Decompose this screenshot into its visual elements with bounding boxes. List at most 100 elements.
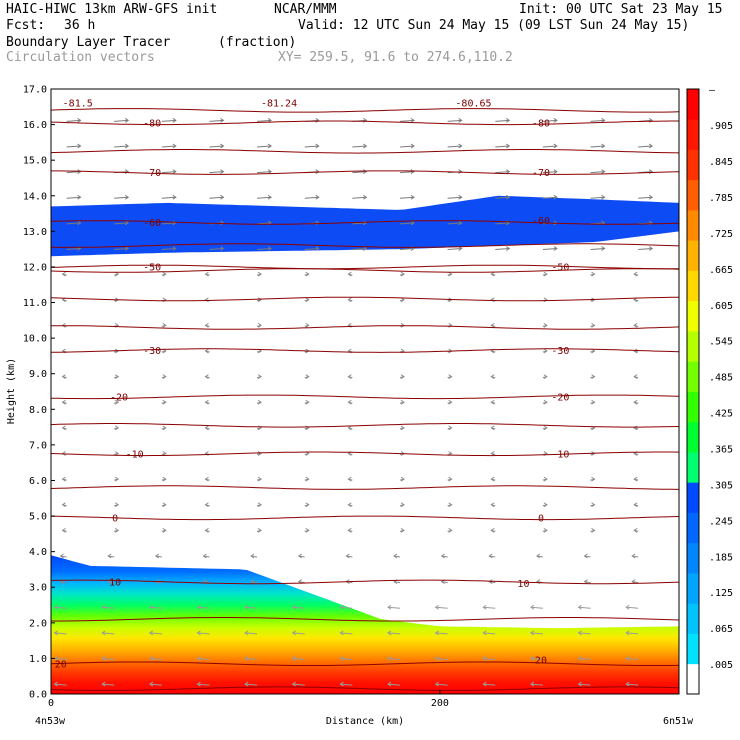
contour-label: -50 <box>551 262 569 273</box>
vector-arrow <box>54 632 67 635</box>
vector-arrow <box>66 248 81 251</box>
vector-arrow-head <box>577 630 582 636</box>
vector-arrow-head <box>633 527 638 533</box>
vector-arrow-head <box>148 630 154 636</box>
vector-arrow-head <box>204 476 209 482</box>
vector-arrow <box>447 119 462 122</box>
vector-arrow-head <box>196 656 201 661</box>
vector-arrow-head <box>591 271 596 277</box>
vector-arrow <box>638 145 653 148</box>
vector-arrow <box>387 606 401 609</box>
vector-arrow <box>114 248 129 251</box>
vector-arrow <box>495 145 510 148</box>
vector-arrow <box>626 632 639 635</box>
y-tick-label: 9.0 <box>29 369 47 380</box>
vector-arrow-head <box>505 246 511 251</box>
y-tick-label: 4.0 <box>29 547 47 558</box>
vector-arrow-head <box>101 630 106 636</box>
vector-arrow <box>114 119 129 122</box>
vector-arrow-head <box>101 604 106 610</box>
vector-arrow-head <box>257 271 262 277</box>
temperature-contour <box>51 348 679 353</box>
contour-label: -60 <box>532 216 550 227</box>
vector-arrow <box>304 248 319 251</box>
vector-arrow-head <box>400 425 405 431</box>
vector-arrow <box>161 119 176 122</box>
vector-arrow-head <box>363 194 368 200</box>
vector-arrow-head <box>315 143 320 149</box>
vector-arrow <box>352 171 367 174</box>
vector-arrow-head <box>490 527 495 533</box>
vector-arrow-head <box>410 194 415 200</box>
vector-arrow <box>578 606 591 609</box>
vector-arrow <box>483 683 496 686</box>
vector-arrow-head <box>172 117 177 123</box>
vector-arrow-head <box>553 117 558 123</box>
vector-arrow-head <box>410 117 415 123</box>
vector-arrow-head <box>363 143 368 149</box>
vector-arrow <box>245 683 258 686</box>
vector-arrow-head <box>204 527 209 533</box>
vector-arrow-head <box>305 297 310 303</box>
colorbar-swatch <box>687 663 699 695</box>
vector-arrow-head <box>77 220 82 226</box>
temperature-contour <box>51 120 679 126</box>
vector-arrow-head <box>148 681 154 687</box>
vector-arrow <box>578 632 591 635</box>
vector-arrow-head <box>347 527 352 533</box>
contour-label: 10 <box>109 577 121 588</box>
colorbar-label: .665 <box>709 265 733 276</box>
colorbar-label: .725 <box>709 229 733 240</box>
vector-arrow-head <box>434 681 439 687</box>
vector-arrow-head <box>257 527 262 533</box>
vector-arrow-head <box>339 630 344 636</box>
vector-arrow-head <box>315 194 320 200</box>
vector-arrow <box>114 196 129 199</box>
vector-arrow-head <box>434 630 439 636</box>
vector-arrow-head <box>633 348 638 354</box>
vector-arrow-head <box>543 425 548 431</box>
model-title: HAIC-HIWC 13km ARW-GFS init <box>6 2 218 17</box>
contour-label: -10 <box>551 449 569 460</box>
vector-arrow-head <box>315 246 320 251</box>
vector-arrow <box>542 145 557 148</box>
vector-arrow-head <box>250 579 255 585</box>
y-tick-label: 5.0 <box>29 512 47 523</box>
vector-arrow-head <box>448 527 453 533</box>
vector-arrow-head <box>114 527 120 533</box>
vector-arrow-head <box>633 476 638 482</box>
vector-arrow-head <box>204 348 209 354</box>
vector-arrow-head <box>220 194 225 200</box>
vector-arrow <box>530 606 543 609</box>
vector-arrow-head <box>53 604 58 610</box>
vector-arrow-head <box>448 374 453 380</box>
vector-arrow-head <box>543 322 548 328</box>
vector-arrow-head <box>591 527 596 533</box>
vector-arrow <box>66 196 81 199</box>
minimum-label: -81.5 <box>63 99 93 110</box>
vector-arrow <box>209 196 224 199</box>
vector-arrow <box>399 171 415 174</box>
vector-arrow-head <box>482 681 487 687</box>
vector-arrow-head <box>244 681 249 687</box>
vector-arrow <box>352 248 367 251</box>
vector-arrow-head <box>148 604 154 610</box>
vector-arrow-head <box>339 656 344 661</box>
y-tick-label: 12.0 <box>23 262 47 273</box>
vector-arrow <box>626 606 639 609</box>
colorbar-swatch <box>687 331 699 362</box>
contour-label: -70 <box>143 168 161 179</box>
vector-arrow <box>245 606 258 609</box>
vector-arrow <box>447 196 462 199</box>
vector-arrow <box>149 657 162 660</box>
vector-arrow-head <box>305 399 310 405</box>
contour-label: 20 <box>535 656 547 667</box>
vector-arrow <box>102 683 115 686</box>
vector-arrow <box>66 222 81 225</box>
colorbar-swatch <box>687 119 699 150</box>
colorbar-label: .485 <box>709 373 733 384</box>
vector-arrow-head <box>257 374 262 380</box>
colorbar-swatch <box>687 270 699 302</box>
vector-arrow <box>399 222 415 225</box>
